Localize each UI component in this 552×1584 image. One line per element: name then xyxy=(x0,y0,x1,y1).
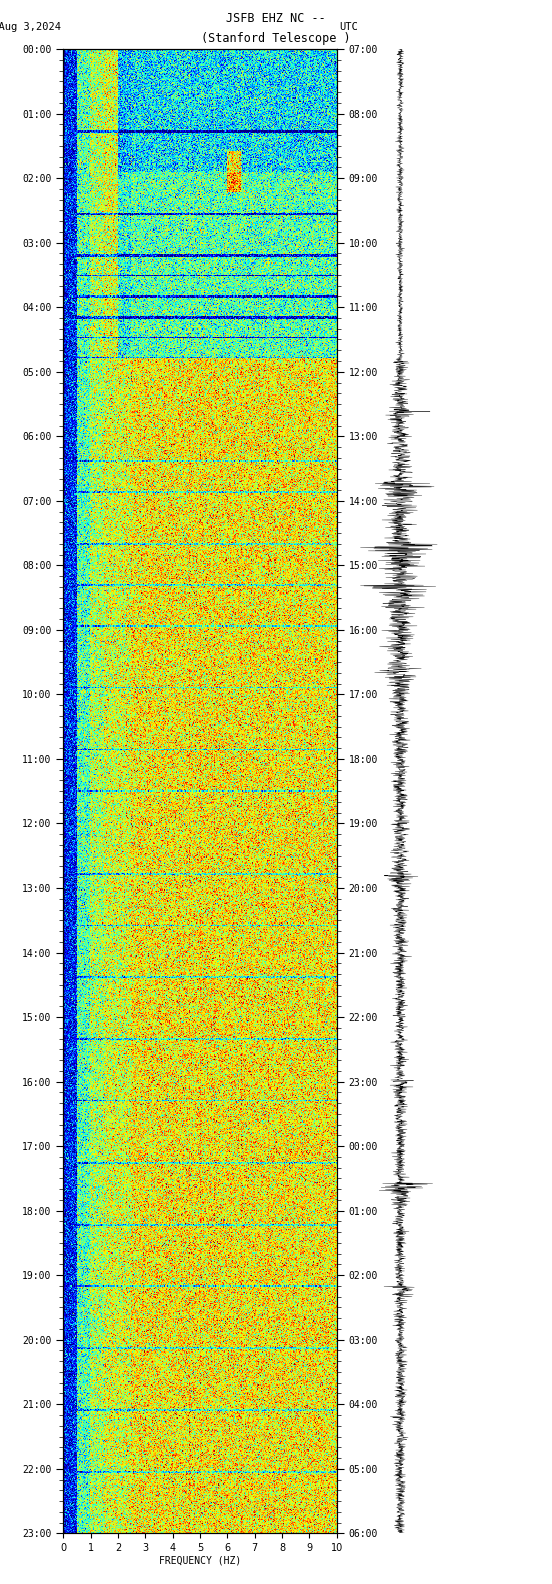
Text: UTC: UTC xyxy=(339,22,358,32)
Text: JSFB EHZ NC --: JSFB EHZ NC -- xyxy=(226,13,326,25)
Text: (Stanford Telescope ): (Stanford Telescope ) xyxy=(201,32,351,44)
X-axis label: FREQUENCY (HZ): FREQUENCY (HZ) xyxy=(159,1555,241,1567)
Text: PDT   Aug 3,2024: PDT Aug 3,2024 xyxy=(0,22,61,32)
